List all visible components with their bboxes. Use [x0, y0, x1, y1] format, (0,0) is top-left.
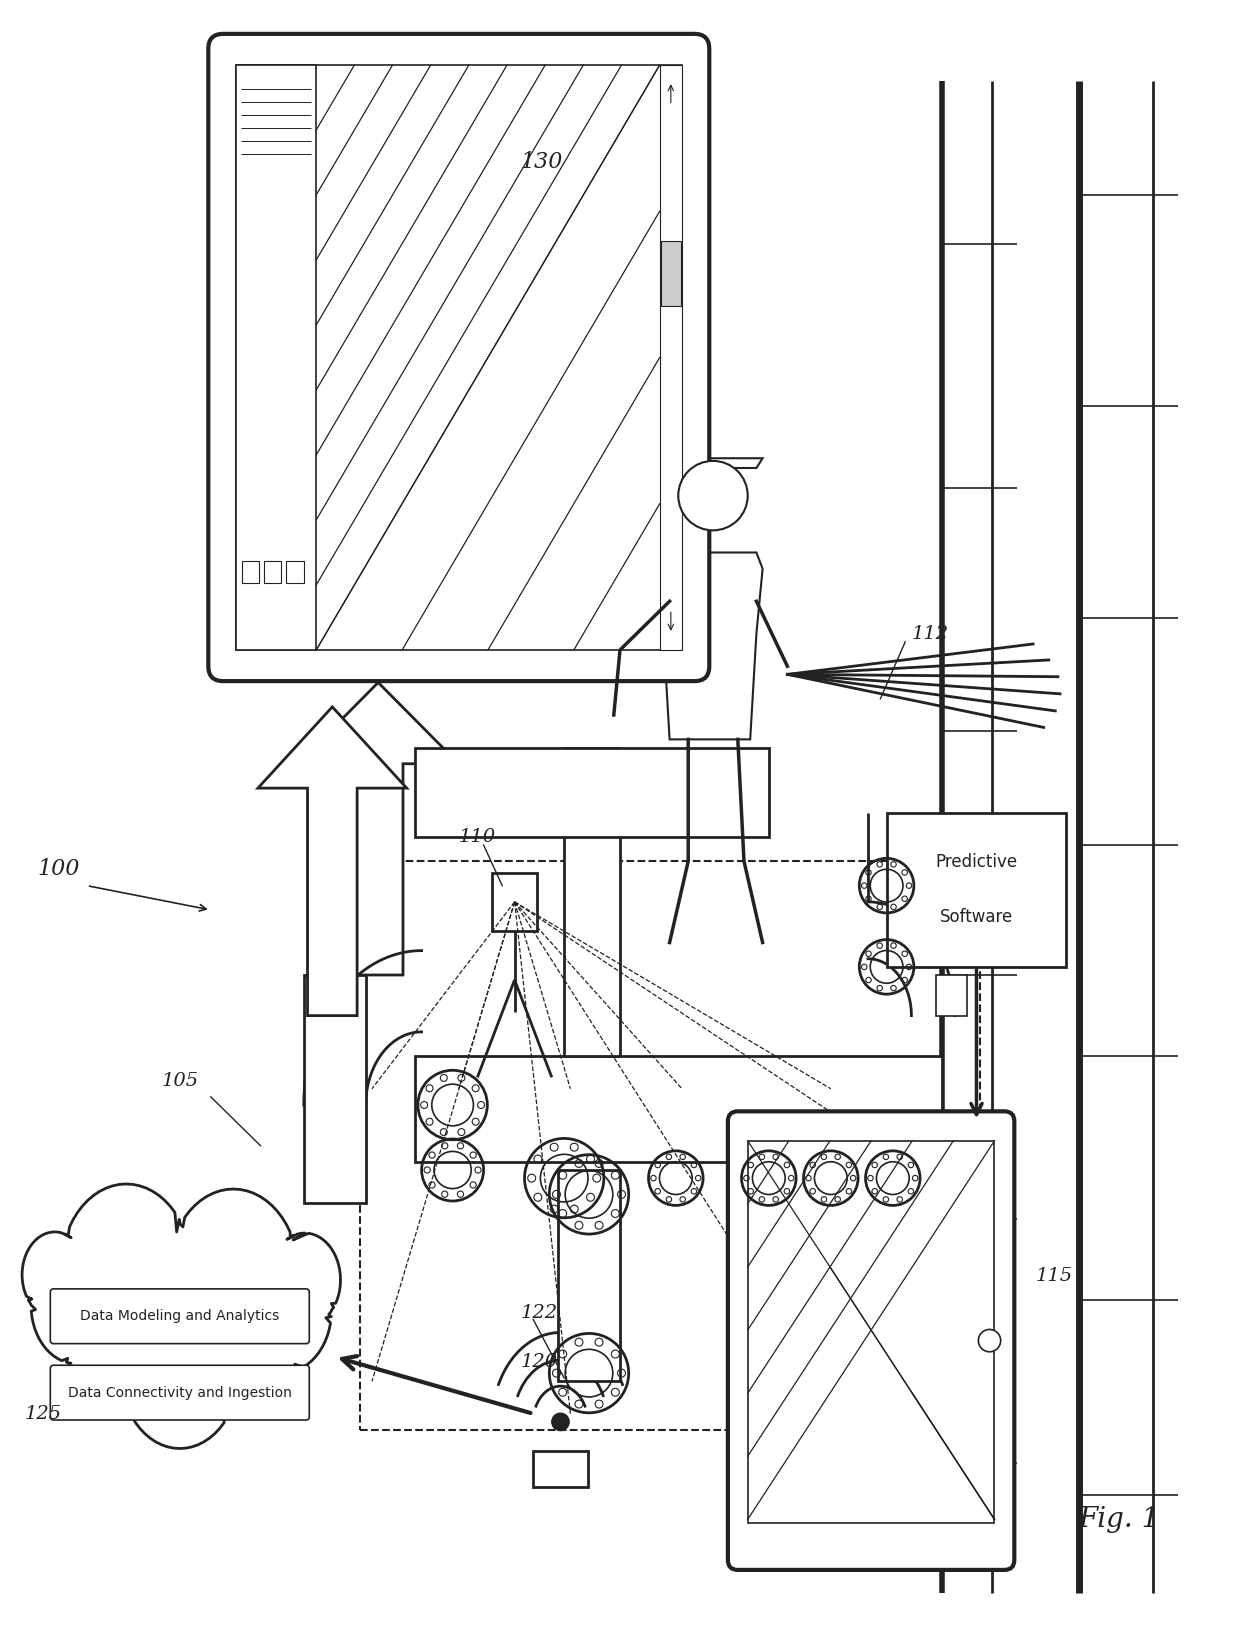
Circle shape [978, 1329, 1001, 1352]
Polygon shape [663, 458, 763, 468]
Text: Predictive: Predictive [935, 853, 1018, 871]
Bar [415, 748, 769, 837]
Bar [748, 1141, 994, 1523]
Bar [661, 240, 681, 306]
Bar [304, 975, 366, 1202]
Bar [415, 1056, 942, 1162]
Bar [264, 561, 281, 583]
Text: 105: 105 [161, 1071, 198, 1090]
Text: 100: 100 [37, 858, 79, 881]
Text: Data Modeling and Analytics: Data Modeling and Analytics [81, 1310, 279, 1323]
Text: 122: 122 [521, 1303, 558, 1323]
FancyBboxPatch shape [728, 1112, 1014, 1570]
Bar [887, 812, 1066, 967]
Text: 120: 120 [521, 1352, 558, 1372]
Polygon shape [298, 682, 459, 975]
Polygon shape [258, 707, 407, 1016]
Text: Fig. 1: Fig. 1 [1079, 1506, 1161, 1532]
Bar [936, 845, 967, 886]
Polygon shape [663, 552, 763, 739]
Text: Data Connectivity and Ingestion: Data Connectivity and Ingestion [68, 1386, 291, 1399]
FancyBboxPatch shape [51, 1365, 309, 1420]
Bar [533, 1451, 588, 1487]
Bar [564, 748, 620, 1056]
Bar [286, 561, 304, 583]
Bar [236, 65, 316, 650]
Text: Software: Software [940, 908, 1013, 926]
Bar [660, 65, 682, 650]
FancyBboxPatch shape [51, 1289, 309, 1344]
Circle shape [552, 1414, 569, 1430]
Text: 115: 115 [1035, 1266, 1073, 1285]
Text: 110: 110 [459, 827, 496, 847]
Bar [558, 1170, 620, 1381]
Text: 112: 112 [911, 624, 949, 644]
FancyBboxPatch shape [208, 34, 709, 681]
Text: 125: 125 [25, 1404, 62, 1424]
Bar [492, 873, 537, 931]
Circle shape [678, 461, 748, 530]
Bar [360, 861, 980, 1430]
Bar [936, 975, 967, 1016]
Text: 130: 130 [521, 151, 563, 174]
Bar [242, 561, 259, 583]
Bar [236, 65, 682, 650]
